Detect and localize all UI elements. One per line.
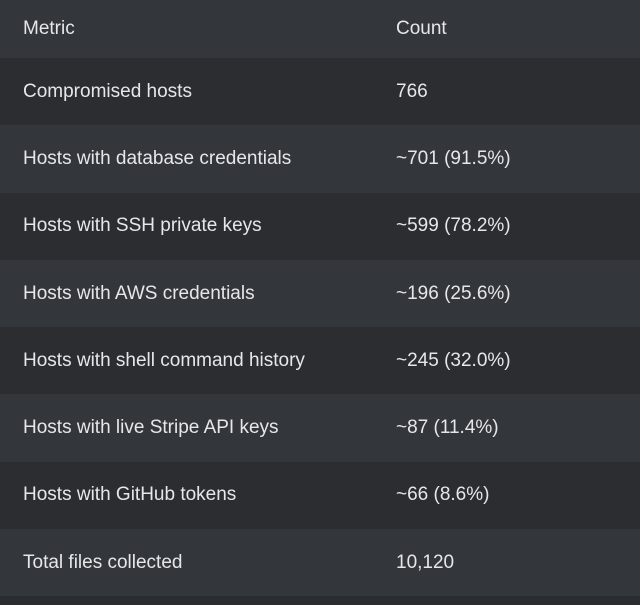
count-cell: ~196 (25.6%) <box>396 282 511 304</box>
table-row: Hosts with SSH private keys ~599 (78.2%) <box>0 192 640 260</box>
table-row: Compromised hosts 766 <box>0 58 640 126</box>
column-header-count: Count <box>396 18 447 39</box>
count-cell: 10,120 <box>396 551 455 573</box>
count-cell: ~599 (78.2%) <box>396 215 511 237</box>
metric-cell: Compromised hosts <box>23 80 192 102</box>
metric-cell: Hosts with SSH private keys <box>23 215 262 237</box>
metric-cell: Hosts with AWS credentials <box>23 282 255 304</box>
table-row: Hosts with AWS credentials ~196 (25.6%) <box>0 259 640 328</box>
table-row: Hosts with live Stripe API keys ~87 (11.… <box>0 394 640 462</box>
metric-cell: Hosts with shell command history <box>23 349 305 371</box>
count-cell: ~87 (11.4%) <box>396 417 499 439</box>
metric-cell: Hosts with live Stripe API keys <box>23 417 279 439</box>
count-cell: 766 <box>396 80 428 102</box>
table-row: Hosts with shell command history ~245 (3… <box>0 327 640 395</box>
table-row: Hosts with database credentials ~701 (91… <box>0 125 640 193</box>
metric-cell: Total files collected <box>23 551 183 573</box>
count-cell: ~66 (8.6%) <box>396 484 490 506</box>
metric-cell: Hosts with GitHub tokens <box>23 484 237 506</box>
count-cell: ~245 (32.0%) <box>396 349 511 371</box>
count-cell: ~701 (91.5%) <box>396 147 511 169</box>
metric-cell: Hosts with database credentials <box>23 147 292 169</box>
column-header-metric: Metric <box>23 18 75 39</box>
table-row: Hosts with GitHub tokens ~66 (8.6%) <box>0 461 640 530</box>
table-header: Metric Count <box>0 0 640 58</box>
table-row: Total files collected 10,120 <box>0 529 640 597</box>
